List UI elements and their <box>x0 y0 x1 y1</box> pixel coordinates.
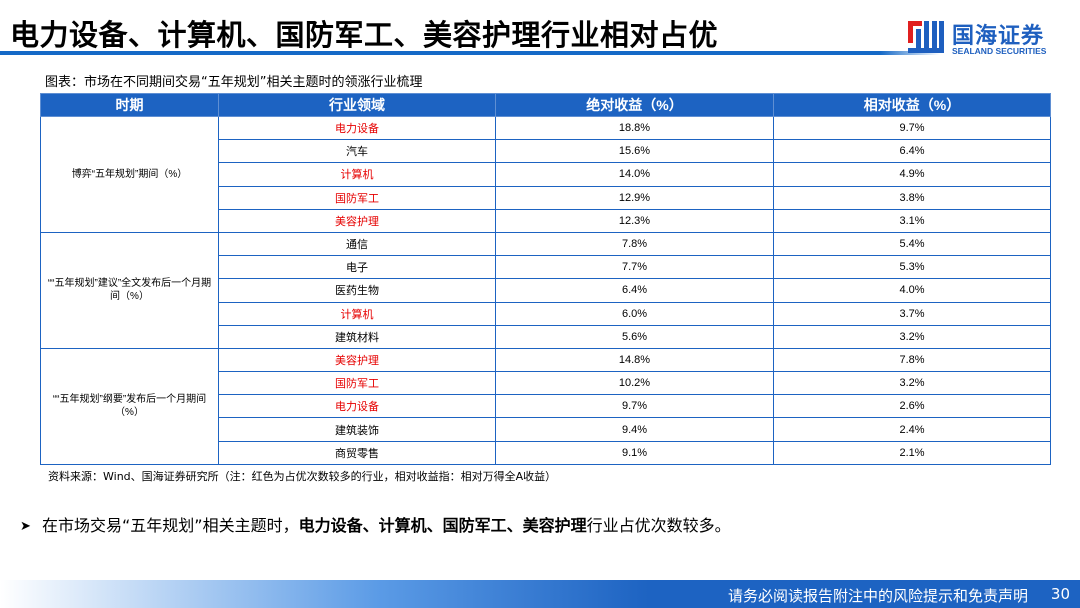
period-cell: ““五年规划”建议”全文发布后一个月期间（%） <box>40 232 219 349</box>
absolute-return-cell: 18.8% <box>495 116 774 141</box>
table-row: ““五年规划”建议”全文发布后一个月期间（%） 通信 7.8% 5.4% <box>40 232 1051 349</box>
absolute-return-cell: 7.8% <box>495 232 774 257</box>
table-row: 国防军工 12.9% 3.8% <box>41 186 1051 210</box>
relative-return-cell: 2.6% <box>773 394 1051 419</box>
absolute-return-cell: 15.6% <box>495 139 774 164</box>
column-header-absolute-return: 绝对收益（%） <box>495 93 774 117</box>
absolute-return-cell: 6.0% <box>495 302 774 326</box>
column-header-period: 时期 <box>40 93 219 117</box>
table-header-row: 时期 行业领域 绝对收益（%） 相对收益（%） <box>40 93 1051 117</box>
absolute-return-cell: 6.4% <box>495 278 774 303</box>
relative-return-cell: 3.8% <box>773 186 1051 210</box>
bullet-prefix: 在市场交易“五年规划”相关主题时， <box>42 516 299 535</box>
column-header-industry: 行业领域 <box>218 93 496 117</box>
table-row: 建筑装饰 9.4% 2.4% <box>41 417 1051 442</box>
table-row: 汽车 15.6% 6.4% <box>41 139 1051 164</box>
bullet-bold-text: 电力设备、计算机、国防军工、美容护理 <box>298 516 587 535</box>
relative-return-cell: 3.7% <box>773 302 1051 326</box>
sealand-logo-icon <box>908 21 944 53</box>
page-title: 电力设备、计算机、国防军工、美容护理行业相对占优 <box>10 18 719 52</box>
table-row: 电子 7.7% 5.3% <box>41 255 1051 280</box>
table-row: 商贸零售 9.1% 2.1% <box>41 441 1051 465</box>
table-row: 建筑材料 5.6% 3.2% <box>41 325 1051 349</box>
relative-return-cell: 2.4% <box>773 417 1051 442</box>
absolute-return-cell: 7.7% <box>495 255 774 280</box>
industry-cell: 计算机 <box>218 302 496 326</box>
relative-return-cell: 4.0% <box>773 278 1051 303</box>
table-row: 计算机 14.0% 4.9% <box>41 162 1051 187</box>
industry-cell: 电子 <box>218 255 496 280</box>
table-row: 博弈“五年规划”期间（%） 电力设备 18.8% 9.7% <box>40 116 1051 233</box>
period-cell: 博弈“五年规划”期间（%） <box>40 116 219 233</box>
column-header-relative-return: 相对收益（%） <box>773 93 1051 117</box>
relative-return-cell: 3.1% <box>773 209 1051 233</box>
relative-return-cell: 4.9% <box>773 162 1051 187</box>
absolute-return-cell: 9.1% <box>495 441 774 465</box>
source-note: 资料来源：Wind、国海证券研究所（注：红色为占优次数较多的行业，相对收益指：相… <box>48 470 557 483</box>
page-number: 30 <box>1050 585 1070 603</box>
relative-return-cell: 6.4% <box>773 139 1051 164</box>
relative-return-cell: 3.2% <box>773 325 1051 349</box>
industry-cell: 美容护理 <box>218 209 496 233</box>
absolute-return-cell: 9.4% <box>495 417 774 442</box>
industry-cell: 建筑装饰 <box>218 417 496 442</box>
industry-cell: 计算机 <box>218 162 496 187</box>
logo-en-text: SEALAND SECURITIES <box>952 46 1047 56</box>
table-row: 电力设备 9.7% 2.6% <box>41 394 1051 419</box>
table-row: 计算机 6.0% 3.7% <box>41 302 1051 326</box>
industry-cell: 电力设备 <box>218 116 496 141</box>
industry-cell: 医药生物 <box>218 278 496 303</box>
relative-return-cell: 5.4% <box>773 232 1051 257</box>
table-row: 医药生物 6.4% 4.0% <box>41 278 1051 303</box>
table-row: 国防军工 10.2% 3.2% <box>41 371 1051 396</box>
relative-return-cell: 7.8% <box>773 348 1051 373</box>
table-caption: 图表：市场在不同期间交易“五年规划”相关主题时的领涨行业梳理 <box>45 75 423 90</box>
bullet-suffix: 行业占优次数较多。 <box>586 516 731 535</box>
company-logo: 国海证券 SEALAND SECURITIES <box>905 16 1070 62</box>
leading-industries-table: 时期 行业领域 绝对收益（%） 相对收益（%） 博弈“五年规划”期间（%） 电力设… <box>40 93 1051 465</box>
conclusion-bullet: ➤ 在市场交易“五年规划”相关主题时，电力设备、计算机、国防军工、美容护理行业占优… <box>20 512 731 536</box>
footer-bar: 请务必阅读报告附注中的风险提示和免责声明 30 <box>0 580 1080 608</box>
relative-return-cell: 9.7% <box>773 116 1051 141</box>
absolute-return-cell: 10.2% <box>495 371 774 396</box>
absolute-return-cell: 9.7% <box>495 394 774 419</box>
industry-cell: 商贸零售 <box>218 441 496 465</box>
table-row: ““五年规划”纲要”发布后一个月期间（%） 美容护理 14.8% 7.8% <box>40 348 1051 465</box>
industry-cell: 国防军工 <box>218 186 496 210</box>
industry-cell: 国防军工 <box>218 371 496 396</box>
title-underline <box>0 51 940 55</box>
absolute-return-cell: 14.0% <box>495 162 774 187</box>
arrow-bullet-icon: ➤ <box>20 519 31 534</box>
industry-cell: 电力设备 <box>218 394 496 419</box>
period-cell: ““五年规划”纲要”发布后一个月期间（%） <box>40 348 219 465</box>
absolute-return-cell: 12.9% <box>495 186 774 210</box>
industry-cell: 汽车 <box>218 139 496 164</box>
relative-return-cell: 3.2% <box>773 371 1051 396</box>
table-row: 美容护理 12.3% 3.1% <box>41 209 1051 233</box>
absolute-return-cell: 14.8% <box>495 348 774 373</box>
absolute-return-cell: 5.6% <box>495 325 774 349</box>
logo-cn-text: 国海证券 <box>952 24 1045 49</box>
footer-disclaimer: 请务必阅读报告附注中的风险提示和免责声明 <box>727 587 1028 605</box>
industry-cell: 美容护理 <box>218 348 496 373</box>
relative-return-cell: 2.1% <box>773 441 1051 465</box>
absolute-return-cell: 12.3% <box>495 209 774 233</box>
industry-cell: 通信 <box>218 232 496 257</box>
industry-cell: 建筑材料 <box>218 325 496 349</box>
relative-return-cell: 5.3% <box>773 255 1051 280</box>
